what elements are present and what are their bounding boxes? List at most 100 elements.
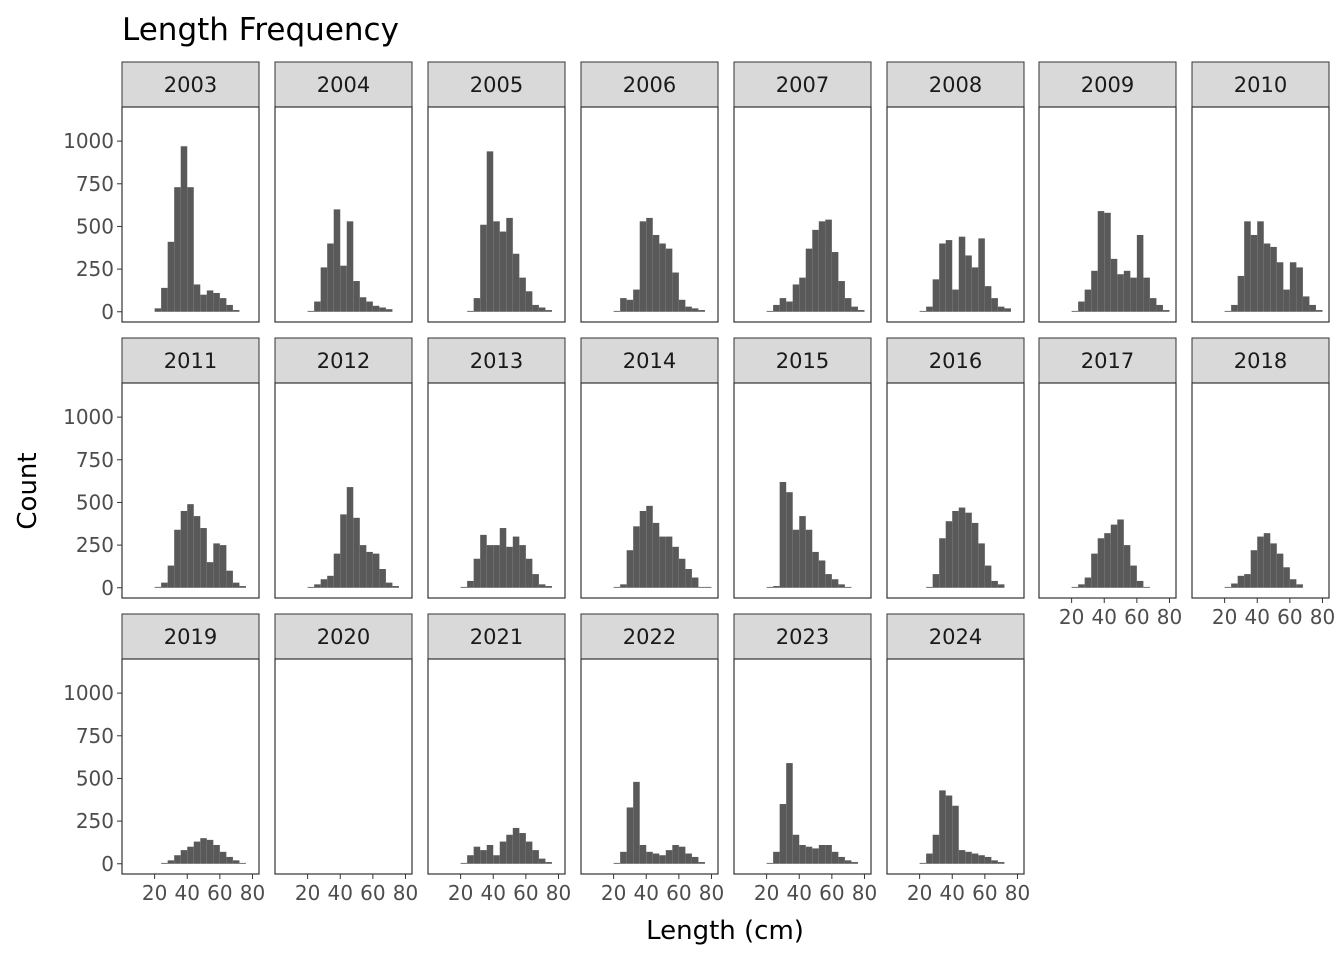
histogram-bar	[652, 234, 660, 312]
x-tick-label: 80	[546, 881, 571, 905]
x-tick-label: 40	[787, 881, 812, 905]
facet-panel-2005: 2005	[427, 61, 566, 323]
histogram-bar	[1315, 310, 1323, 312]
histogram-bar	[1224, 310, 1232, 312]
histogram-bar	[626, 807, 634, 864]
facet-panel-2003: 2003 0 250 500 750 1000	[63, 61, 260, 324]
panel-border	[121, 382, 260, 599]
histogram-bar	[213, 543, 220, 588]
y-tick-label: 1000	[63, 405, 114, 429]
histogram-bar	[372, 305, 380, 312]
facet-strip	[1191, 61, 1330, 108]
histogram-bar	[1257, 221, 1264, 312]
histogram-bar	[799, 844, 806, 864]
facet-strip-label: 2016	[929, 349, 982, 373]
histogram-bar	[812, 848, 819, 864]
histogram-bar	[1162, 310, 1170, 312]
histogram-bar	[525, 291, 533, 312]
histogram-bar	[786, 763, 793, 864]
facet-strip-label: 2022	[623, 625, 676, 649]
y-tick-label: 500	[76, 490, 114, 514]
y-tick-label: 250	[76, 533, 114, 557]
histogram-bar	[206, 839, 214, 864]
facet-panel-2004: 2004	[274, 61, 413, 323]
histogram-bar	[939, 243, 946, 312]
histogram-bar	[226, 304, 233, 312]
histogram-bar	[672, 546, 679, 588]
facet-strip	[427, 61, 566, 108]
x-tick-label: 80	[699, 881, 724, 905]
histogram-bar	[314, 584, 321, 588]
facet-strip	[427, 613, 566, 660]
histogram-bar	[698, 310, 705, 312]
histogram-bar	[493, 221, 500, 312]
facet-strip-label: 2015	[776, 349, 829, 373]
histogram-bar	[844, 860, 852, 864]
histogram-bar	[652, 522, 660, 588]
panel-border	[733, 658, 872, 875]
histogram-bar	[1143, 277, 1150, 312]
histogram-bar	[831, 579, 839, 588]
histogram-bar	[480, 534, 487, 588]
histogram-bar	[1231, 304, 1238, 312]
x-tick-label: 40	[1092, 605, 1117, 629]
histogram-bar	[167, 565, 175, 588]
histogram-bar	[340, 514, 347, 588]
facet-strip-label: 2004	[317, 73, 370, 97]
facet-strip	[886, 613, 1025, 660]
histogram-bar	[161, 287, 168, 312]
facet-strip	[886, 337, 1025, 384]
x-tick-label: 20	[1212, 605, 1237, 629]
histogram-bar	[779, 298, 787, 312]
histogram-bar	[346, 487, 354, 588]
histogram-bar	[333, 553, 341, 588]
panel-border	[427, 106, 566, 323]
histogram-bar	[493, 545, 500, 588]
histogram-bar	[958, 850, 966, 864]
facet-strip	[274, 613, 413, 660]
histogram-bar	[460, 586, 468, 588]
histogram-bar	[486, 545, 494, 588]
histogram-bar	[691, 308, 699, 312]
panel-border	[886, 658, 1025, 875]
facet-strip-label: 2024	[929, 625, 982, 649]
facet-strip-label: 2018	[1234, 349, 1287, 373]
facet-strip-label: 2005	[470, 73, 523, 97]
histogram-bar	[1296, 584, 1303, 588]
histogram-bar	[232, 860, 240, 864]
facet-panel-2023: 2023 20 40 60 80	[733, 613, 877, 905]
facet-strip-label: 2020	[317, 625, 370, 649]
histogram-bar	[1091, 270, 1098, 312]
histogram-bar	[525, 558, 533, 588]
histogram-bar	[1250, 550, 1258, 588]
histogram-bar	[926, 586, 933, 588]
histogram-bar	[786, 301, 793, 312]
histogram-bar	[945, 240, 953, 312]
histogram-bar	[167, 860, 175, 864]
histogram-bar	[1117, 519, 1124, 588]
histogram-bar	[532, 574, 539, 588]
histogram-bar	[919, 862, 927, 864]
histogram-bar	[1296, 267, 1303, 312]
x-tick-label: 60	[207, 881, 232, 905]
histogram-bar	[174, 187, 181, 312]
histogram-bar	[1289, 262, 1297, 312]
histogram-bar	[226, 856, 233, 864]
facet-panel-2015: 2015	[733, 337, 872, 599]
x-tick-label: 40	[481, 881, 506, 905]
histogram-bar	[333, 209, 341, 312]
histogram-bar	[1104, 533, 1111, 588]
histogram-bar	[1309, 304, 1316, 312]
histogram-bar	[691, 577, 699, 588]
histogram-bar	[1276, 262, 1284, 312]
x-tick-label: 40	[175, 881, 200, 905]
histogram-bar	[1302, 296, 1310, 312]
histogram-bar	[1257, 536, 1264, 588]
histogram-bar	[646, 851, 653, 864]
histogram-bar	[939, 538, 946, 588]
histogram-bar	[180, 850, 188, 864]
chart-title: Length Frequency	[122, 12, 399, 48]
histogram-bar	[532, 850, 539, 864]
panel-border	[274, 106, 413, 323]
